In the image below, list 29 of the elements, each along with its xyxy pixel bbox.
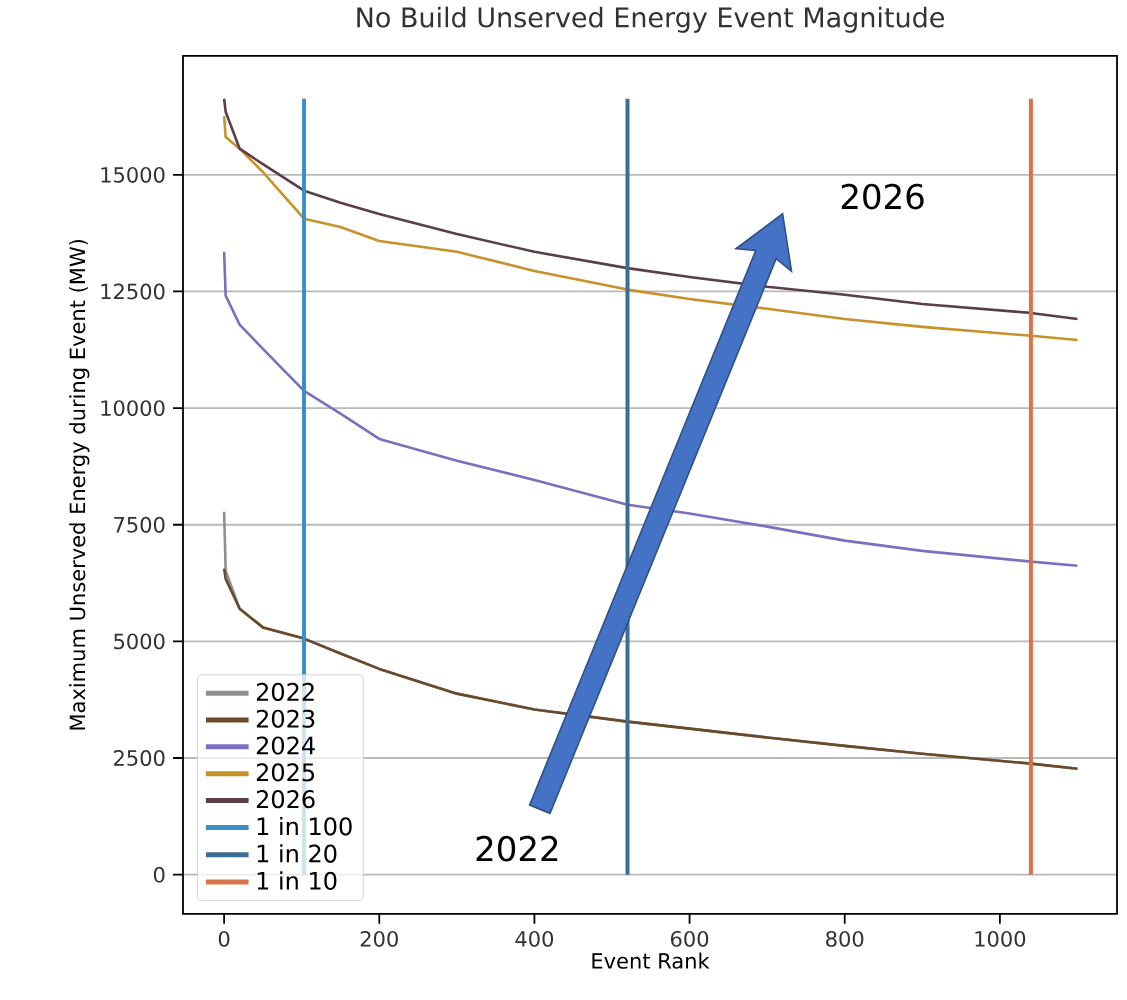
x-tick-label: 600 xyxy=(671,930,709,947)
y-tick-label: 15000 xyxy=(101,166,165,183)
legend-label: 1 in 10 xyxy=(257,871,337,890)
chart-title: No Build Unserved Energy Event Magnitude xyxy=(357,6,944,33)
legend-label: 1 in 100 xyxy=(257,816,352,836)
y-axis-title: Maximum Unserved Energy during Event (MW) xyxy=(69,239,90,730)
legend-label: 1 in 20 xyxy=(257,844,337,863)
y-tick-label: 7500 xyxy=(114,516,165,533)
y-tick-label: 10000 xyxy=(101,400,165,417)
line-series xyxy=(222,114,1079,342)
legend-label: 2024 xyxy=(256,736,315,755)
legend-label: 2026 xyxy=(256,790,315,809)
annotation: 2022 xyxy=(476,835,558,862)
y-tick-label: 2500 xyxy=(114,750,165,767)
legend-label: 2025 xyxy=(256,763,315,782)
x-tick-label: 1000 xyxy=(975,930,1026,947)
x-tick-label: 400 xyxy=(515,930,554,947)
x-axis-title: Event Rank xyxy=(592,952,710,969)
y-tick-label: 12500 xyxy=(101,283,165,300)
line-series xyxy=(222,97,1079,321)
x-tick-label: 800 xyxy=(826,930,864,947)
y-tick-label: 5000 xyxy=(114,633,165,650)
annotation: 2026 xyxy=(841,183,924,210)
legend-label: 2023 xyxy=(256,709,315,728)
x-tick-label: 200 xyxy=(360,930,398,947)
x-tick-label: 0 xyxy=(218,930,230,947)
line-series xyxy=(222,250,1079,568)
y-tick-label: 0 xyxy=(153,866,165,883)
legend-label: 2022 xyxy=(256,682,314,702)
